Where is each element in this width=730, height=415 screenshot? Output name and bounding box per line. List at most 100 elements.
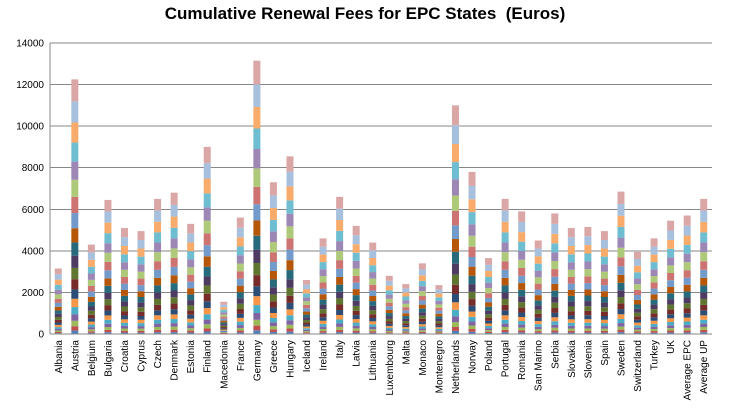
bar-segment (551, 290, 559, 297)
bar-segment (451, 210, 459, 226)
bar-segment (700, 326, 708, 330)
bar-segment (617, 282, 625, 291)
bar-segment (468, 199, 476, 213)
bar-segment (253, 84, 261, 107)
bar-segment (567, 332, 575, 334)
bar-segment (617, 318, 625, 324)
bar-segment (584, 276, 592, 284)
bar-segment (667, 332, 675, 334)
bar-stack-monaco (418, 263, 426, 334)
bar-segment (203, 331, 211, 334)
bar-segment (683, 253, 691, 263)
bar-segment (369, 242, 377, 251)
bar-segment (418, 318, 426, 322)
bar-segment (253, 106, 261, 129)
bar-segment (600, 285, 608, 292)
bar-segment (435, 297, 443, 301)
bar-segment (617, 332, 625, 334)
bar-segment (534, 305, 542, 310)
x-tick-label: Monaco (418, 340, 429, 376)
bar-segment (203, 220, 211, 234)
bar-segment (402, 296, 410, 301)
bar-segment (170, 326, 178, 330)
bar-segment (71, 326, 79, 331)
bar-segment (187, 242, 195, 252)
bar-segment (369, 331, 377, 333)
bar-segment (385, 275, 393, 281)
bar-segment (634, 265, 642, 273)
bar-segment (104, 243, 112, 253)
bar-segment (137, 323, 145, 327)
bar-stack-albania (54, 268, 62, 334)
bar-segment (501, 323, 509, 327)
bar-segment (336, 230, 344, 242)
bar-segment (501, 261, 509, 270)
bar-segment (700, 269, 708, 278)
bar-segment (468, 224, 476, 236)
bar-segment (137, 264, 145, 272)
x-tick-label: Macedonia (219, 340, 230, 389)
bar-segment (617, 226, 625, 238)
bar-segment (700, 332, 708, 334)
bar-segment (534, 240, 542, 249)
bar-segment (120, 311, 128, 316)
bar-segment (104, 211, 112, 223)
bar-segment (104, 222, 112, 234)
bar-segment (104, 329, 112, 333)
bar-segment (667, 280, 675, 287)
bar-segment (220, 327, 228, 329)
bar-segment (600, 323, 608, 327)
bar-segment (220, 307, 228, 310)
bar-segment (203, 328, 211, 332)
bar-segment (600, 271, 608, 279)
bar-segment (71, 179, 79, 197)
bar-segment (468, 299, 476, 306)
bar-segment (451, 293, 459, 303)
bar-segment (534, 283, 542, 290)
bar-segment (501, 315, 509, 320)
bar-segment (352, 275, 360, 283)
bar-segment (634, 329, 642, 332)
bar-segment (667, 318, 675, 323)
bar-segment (303, 304, 311, 309)
bar-segment (336, 298, 344, 305)
bar-segment (71, 79, 79, 102)
bar-segment (600, 332, 608, 334)
bar-segment (236, 303, 244, 309)
bar-segment (352, 235, 360, 245)
bar-segment (385, 321, 393, 324)
bar-segment (269, 279, 277, 288)
bar-segment (518, 307, 526, 313)
bar-segment (534, 256, 542, 264)
bar-segment (584, 269, 592, 277)
bar-segment (551, 302, 559, 309)
bar-segment (402, 316, 410, 319)
bar-segment (501, 198, 509, 211)
bar-segment (236, 237, 244, 247)
bar-segment (286, 315, 294, 321)
bar-segment (104, 292, 112, 300)
bar-segment (369, 301, 377, 306)
bar-segment (451, 330, 459, 334)
bar-segment (137, 330, 145, 333)
bar-segment (385, 318, 393, 322)
bar-segment (634, 299, 642, 305)
bar-segment (236, 298, 244, 304)
bar-segment (352, 282, 360, 290)
bar-segment (600, 231, 608, 241)
bar-segment (402, 307, 410, 311)
bar-segment (485, 288, 493, 294)
bar-segment (120, 237, 128, 246)
bar-segment (71, 196, 79, 214)
bar-segment (54, 331, 62, 334)
bar-segment (650, 309, 658, 314)
bar-segment (87, 306, 95, 311)
bar-segment (319, 309, 327, 314)
bar-segment (700, 329, 708, 333)
bar-segment (534, 309, 542, 314)
bar-segment (269, 219, 277, 232)
bar-segment (402, 330, 410, 332)
y-tick-label: 6000 (22, 205, 45, 216)
gridlines (50, 42, 712, 335)
